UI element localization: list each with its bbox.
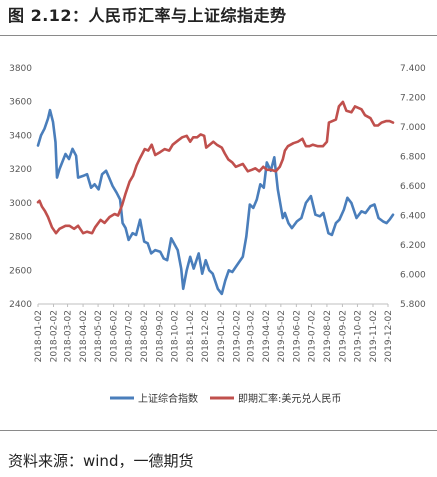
figure-title: 图 2.12：人民币汇率与上证综指走势 <box>8 6 287 25</box>
x-tick-label: 2018-01-02 <box>34 310 44 362</box>
x-tick-label: 2019-05-02 <box>277 310 287 362</box>
x-tick-label: 2018-04-02 <box>79 310 89 362</box>
y-right-tick-label: 7.200 <box>400 94 426 104</box>
series-layer <box>36 100 395 296</box>
x-tick-label: 2018-10-02 <box>171 310 181 362</box>
y-left-tick-label: 2600 <box>9 266 32 276</box>
y-left-tick-label: 3400 <box>9 131 32 141</box>
legend: 上证综合指数 即期汇率:美元兑人民币 <box>110 392 341 405</box>
left-axis-ticks: 3800 3600 3400 3200 3000 2800 2600 2400 <box>9 64 32 310</box>
x-tick-label: 2019-08-02 <box>323 310 333 362</box>
x-tick-label: 2019-02-02 <box>232 310 242 362</box>
x-tick-label: 2018-06-02 <box>110 310 120 362</box>
x-tick-label: 2019-06-02 <box>292 310 302 362</box>
y-right-tick-label: 7.400 <box>400 64 426 74</box>
legend-label-2: 即期汇率:美元兑人民币 <box>238 392 341 405</box>
y-right-tick-label: 6.000 <box>400 271 426 281</box>
y-right-tick-label: 6.400 <box>400 212 426 222</box>
x-tick-label: 2019-09-02 <box>338 310 348 362</box>
y-right-tick-label: 5.800 <box>400 300 426 310</box>
x-tick-label: 2019-07-02 <box>307 310 317 362</box>
title-divider <box>0 35 437 36</box>
x-axis-ticks: 2018-01-02 2018-02-02 2018-03-02 2018-04-02… <box>34 303 394 362</box>
y-left-tick-label: 3200 <box>9 165 32 175</box>
y-left-tick-label: 3000 <box>9 199 32 209</box>
y-left-tick-label: 3800 <box>9 64 32 74</box>
x-tick-label: 2019-04-02 <box>262 310 272 362</box>
y-right-tick-label: 6.200 <box>400 241 426 251</box>
y-right-tick-label: 6.600 <box>400 182 426 192</box>
source-note: 资料来源：wind，一德期货 <box>8 452 194 470</box>
x-tick-label: 2018-09-02 <box>156 310 166 362</box>
x-tick-label: 2018-05-02 <box>94 310 104 362</box>
y-right-tick-label: 6.800 <box>400 153 426 163</box>
x-tick-label: 2019-12-02 <box>384 310 394 362</box>
x-tick-label: 2018-11-02 <box>186 310 196 362</box>
x-tick-label: 2019-10-02 <box>353 310 363 362</box>
x-tick-label: 2019-03-02 <box>246 310 256 362</box>
y-left-tick-label: 2800 <box>9 233 32 243</box>
series-line-1 <box>36 108 395 296</box>
y-left-tick-label: 3600 <box>9 98 32 108</box>
x-tick-label: 2019-01-02 <box>217 310 227 362</box>
x-tick-label: 2018-08-02 <box>140 310 150 362</box>
series-line-2 <box>36 100 395 235</box>
legend-label-1: 上证综合指数 <box>138 392 198 405</box>
x-tick-label: 2018-07-02 <box>125 310 135 362</box>
y-left-tick-label: 2400 <box>9 300 32 310</box>
source-divider <box>0 430 437 431</box>
x-tick-label: 2018-02-02 <box>50 310 60 362</box>
x-tick-label: 2018-03-02 <box>64 310 74 362</box>
y-right-tick-label: 7.000 <box>400 123 426 133</box>
x-tick-label: 2019-11-02 <box>369 310 379 362</box>
x-tick-label: 2018-12-02 <box>201 310 211 362</box>
right-axis-ticks: 7.400 7.200 7.000 6.800 6.600 6.400 6.200 6.000… <box>400 64 426 310</box>
